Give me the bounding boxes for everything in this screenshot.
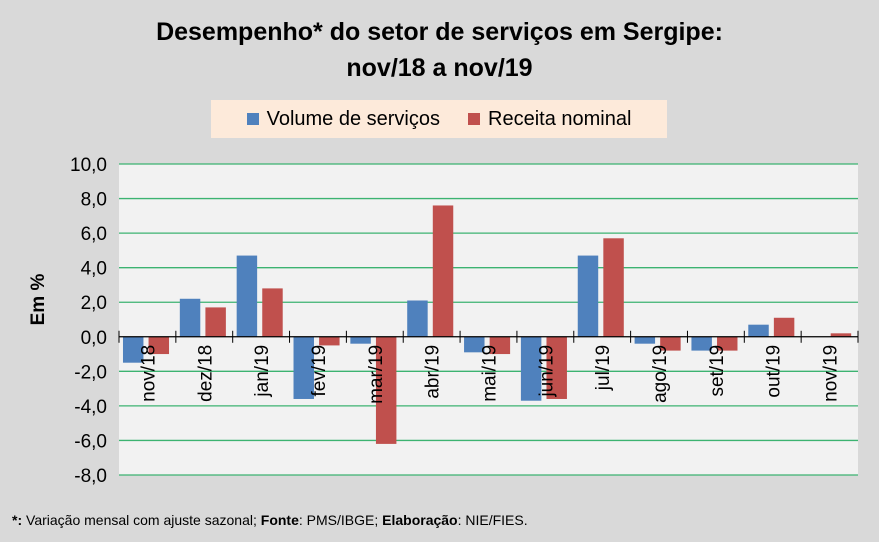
- bar-volume: [179, 298, 201, 337]
- bar-volume: [122, 336, 144, 363]
- y-tick-label: -8,0: [74, 466, 107, 487]
- bar-receita: [432, 205, 454, 337]
- chart-title-line2: nov/18 a nov/19: [346, 54, 533, 82]
- y-tick-label: 2,0: [81, 293, 107, 314]
- y-tick-label: -4,0: [74, 397, 107, 418]
- y-tick-label: 4,0: [81, 259, 107, 280]
- bar-receita: [205, 307, 226, 337]
- y-tick-label: -2,0: [74, 362, 107, 383]
- footnote-source-label: Fonte: [260, 512, 299, 528]
- footnote-text-2: : PMS/IBGE;: [298, 512, 383, 528]
- legend-label-volume: Volume de serviços: [266, 107, 440, 130]
- bar-volume: [350, 336, 371, 344]
- bar-volume: [520, 336, 542, 401]
- bar-volume: [236, 255, 258, 337]
- chart-title: Desempenho* do setor de serviços em Serg…: [0, 14, 879, 86]
- bar-volume: [293, 336, 314, 399]
- x-tick-label: dez/18: [195, 345, 216, 402]
- legend-item-volume: Volume de serviços: [246, 107, 440, 131]
- legend: Volume de serviços Receita nominal: [211, 100, 667, 138]
- bar-receita: [546, 336, 567, 399]
- legend-label-receita: Receita nominal: [488, 107, 632, 130]
- bar-volume: [577, 255, 599, 337]
- plot-area: [119, 164, 858, 475]
- y-tick-label: 6,0: [81, 224, 107, 245]
- bar-receita: [319, 336, 340, 346]
- legend-swatch-receita: [468, 113, 480, 125]
- footnote-text-3: : NIE/FIES.: [457, 512, 528, 528]
- bar-receita: [660, 336, 681, 351]
- x-tick-label: ago/19: [650, 345, 671, 403]
- y-tick-label: 8,0: [81, 190, 107, 211]
- x-tick-label: set/19: [707, 345, 728, 397]
- x-tick-label: jul/19: [593, 345, 614, 391]
- footnote: *: Variação mensal com ajuste sazonal; F…: [12, 512, 528, 528]
- x-tick-label: out/19: [764, 345, 785, 398]
- bar-volume: [748, 324, 769, 337]
- bar-receita: [773, 317, 795, 337]
- bar-receita: [830, 333, 852, 337]
- bar-receita: [148, 336, 170, 355]
- bar-volume: [407, 300, 428, 337]
- x-tick-label: nov/18: [138, 345, 159, 402]
- footnote-mark: *:: [12, 512, 23, 528]
- legend-swatch-volume: [246, 113, 259, 125]
- legend-item-receita: Receita nominal: [468, 108, 631, 131]
- x-tick-label: mai/19: [480, 345, 501, 402]
- y-tick-label: -6,0: [74, 431, 107, 452]
- chart-title-line1: Desempenho* do setor de serviços em Serg…: [156, 18, 723, 46]
- x-tick-label: nov/19: [821, 345, 842, 402]
- footnote-text-1: Variação mensal com ajuste sazonal;: [22, 512, 261, 528]
- bar-volume: [464, 336, 485, 353]
- bar-volume: [634, 336, 656, 344]
- bar-receita: [262, 288, 283, 337]
- y-axis-title: Em %: [28, 274, 49, 326]
- x-tick-label: jun/19: [536, 345, 557, 398]
- bar-receita: [603, 238, 624, 337]
- y-tick-label: 10,0: [70, 155, 107, 176]
- x-tick-label: mar/19: [366, 345, 387, 404]
- x-tick-label: abr/19: [423, 345, 444, 399]
- bar-receita: [489, 336, 511, 355]
- bar-receita: [375, 336, 397, 444]
- bar-volume: [691, 336, 712, 351]
- x-tick-label: fev/19: [309, 345, 330, 397]
- bar-receita: [717, 336, 738, 351]
- x-tick-label: jan/19: [252, 345, 273, 398]
- footnote-elab-label: Elaboração: [382, 512, 458, 528]
- y-tick-label: 0,0: [81, 328, 107, 349]
